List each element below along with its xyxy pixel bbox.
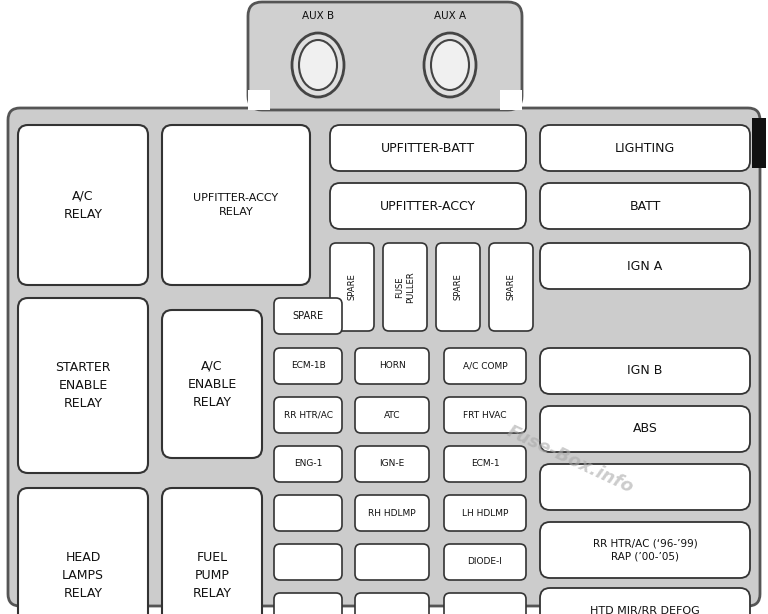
Text: ENG-1: ENG-1 — [294, 459, 323, 468]
FancyBboxPatch shape — [274, 298, 342, 334]
Text: A/C
RELAY: A/C RELAY — [64, 190, 102, 220]
FancyBboxPatch shape — [355, 544, 429, 580]
Text: ATC: ATC — [384, 411, 400, 419]
Text: FUSE
PULLER: FUSE PULLER — [396, 271, 415, 303]
FancyBboxPatch shape — [383, 243, 427, 331]
Text: IGN B: IGN B — [627, 365, 663, 378]
Text: ECM-1B: ECM-1B — [290, 362, 326, 370]
FancyBboxPatch shape — [540, 522, 750, 578]
Text: SPARE: SPARE — [293, 311, 323, 321]
Text: FRT HVAC: FRT HVAC — [463, 411, 507, 419]
FancyBboxPatch shape — [162, 125, 310, 285]
Text: IGN-E: IGN-E — [379, 459, 405, 468]
FancyBboxPatch shape — [248, 2, 522, 110]
FancyBboxPatch shape — [274, 593, 342, 614]
FancyBboxPatch shape — [274, 544, 342, 580]
FancyBboxPatch shape — [330, 243, 374, 331]
FancyBboxPatch shape — [540, 348, 750, 394]
Text: LH HDLMP: LH HDLMP — [462, 508, 508, 518]
FancyBboxPatch shape — [444, 348, 526, 384]
FancyBboxPatch shape — [274, 495, 342, 531]
FancyBboxPatch shape — [540, 183, 750, 229]
Text: UPFITTER-ACCY: UPFITTER-ACCY — [380, 200, 476, 212]
Text: LIGHTING: LIGHTING — [615, 141, 675, 155]
FancyBboxPatch shape — [355, 348, 429, 384]
Text: A/C
ENABLE
RELAY: A/C ENABLE RELAY — [187, 360, 237, 408]
Ellipse shape — [292, 33, 344, 97]
FancyBboxPatch shape — [18, 125, 148, 285]
Text: DIODE-I: DIODE-I — [468, 558, 502, 567]
FancyBboxPatch shape — [540, 588, 750, 614]
Text: UPFITTER-BATT: UPFITTER-BATT — [381, 141, 475, 155]
FancyBboxPatch shape — [274, 348, 342, 384]
Text: FUEL
PUMP
RELAY: FUEL PUMP RELAY — [193, 551, 231, 600]
FancyBboxPatch shape — [540, 464, 750, 510]
FancyBboxPatch shape — [355, 593, 429, 614]
FancyBboxPatch shape — [444, 397, 526, 433]
Text: Fuse-Box.info: Fuse-Box.info — [504, 422, 636, 497]
FancyBboxPatch shape — [330, 183, 526, 229]
Ellipse shape — [431, 40, 469, 90]
Text: HORN: HORN — [379, 362, 406, 370]
Text: AUX A: AUX A — [434, 11, 466, 21]
Text: A/C COMP: A/C COMP — [462, 362, 508, 370]
Text: SPARE: SPARE — [453, 274, 462, 300]
Text: ABS: ABS — [633, 422, 657, 435]
FancyBboxPatch shape — [162, 488, 262, 614]
Text: HEAD
LAMPS
RELAY: HEAD LAMPS RELAY — [62, 551, 104, 600]
FancyBboxPatch shape — [444, 495, 526, 531]
FancyBboxPatch shape — [540, 406, 750, 452]
Bar — [248, 90, 270, 110]
FancyBboxPatch shape — [18, 488, 148, 614]
Text: BATT: BATT — [629, 200, 660, 212]
FancyBboxPatch shape — [444, 446, 526, 482]
Text: UPFITTER-ACCY
RELAY: UPFITTER-ACCY RELAY — [194, 193, 279, 217]
Text: IGN A: IGN A — [627, 260, 663, 273]
FancyBboxPatch shape — [540, 125, 750, 171]
Text: HTD MIR/RR DEFOG: HTD MIR/RR DEFOG — [590, 606, 700, 614]
Text: SPARE: SPARE — [347, 274, 356, 300]
FancyBboxPatch shape — [274, 446, 342, 482]
Text: RH HDLMP: RH HDLMP — [368, 508, 415, 518]
Ellipse shape — [424, 33, 476, 97]
Text: RR HTR/AC (‘96-’99)
RAP (’00-’05): RR HTR/AC (‘96-’99) RAP (’00-’05) — [593, 539, 697, 561]
FancyBboxPatch shape — [8, 108, 760, 606]
FancyBboxPatch shape — [18, 298, 148, 473]
FancyBboxPatch shape — [355, 495, 429, 531]
FancyBboxPatch shape — [274, 397, 342, 433]
FancyBboxPatch shape — [444, 544, 526, 580]
Text: ECM-1: ECM-1 — [471, 459, 499, 468]
Text: RR HTR/AC: RR HTR/AC — [283, 411, 333, 419]
FancyBboxPatch shape — [436, 243, 480, 331]
Text: AUX B: AUX B — [302, 11, 334, 21]
FancyBboxPatch shape — [540, 243, 750, 289]
Bar — [500, 90, 522, 110]
Text: SPARE: SPARE — [507, 274, 515, 300]
Ellipse shape — [299, 40, 337, 90]
FancyBboxPatch shape — [444, 593, 526, 614]
Text: STARTER
ENABLE
RELAY: STARTER ENABLE RELAY — [55, 361, 111, 410]
FancyBboxPatch shape — [355, 397, 429, 433]
Bar — [752, 118, 766, 168]
FancyBboxPatch shape — [355, 446, 429, 482]
FancyBboxPatch shape — [162, 310, 262, 458]
FancyBboxPatch shape — [489, 243, 533, 331]
FancyBboxPatch shape — [330, 125, 526, 171]
